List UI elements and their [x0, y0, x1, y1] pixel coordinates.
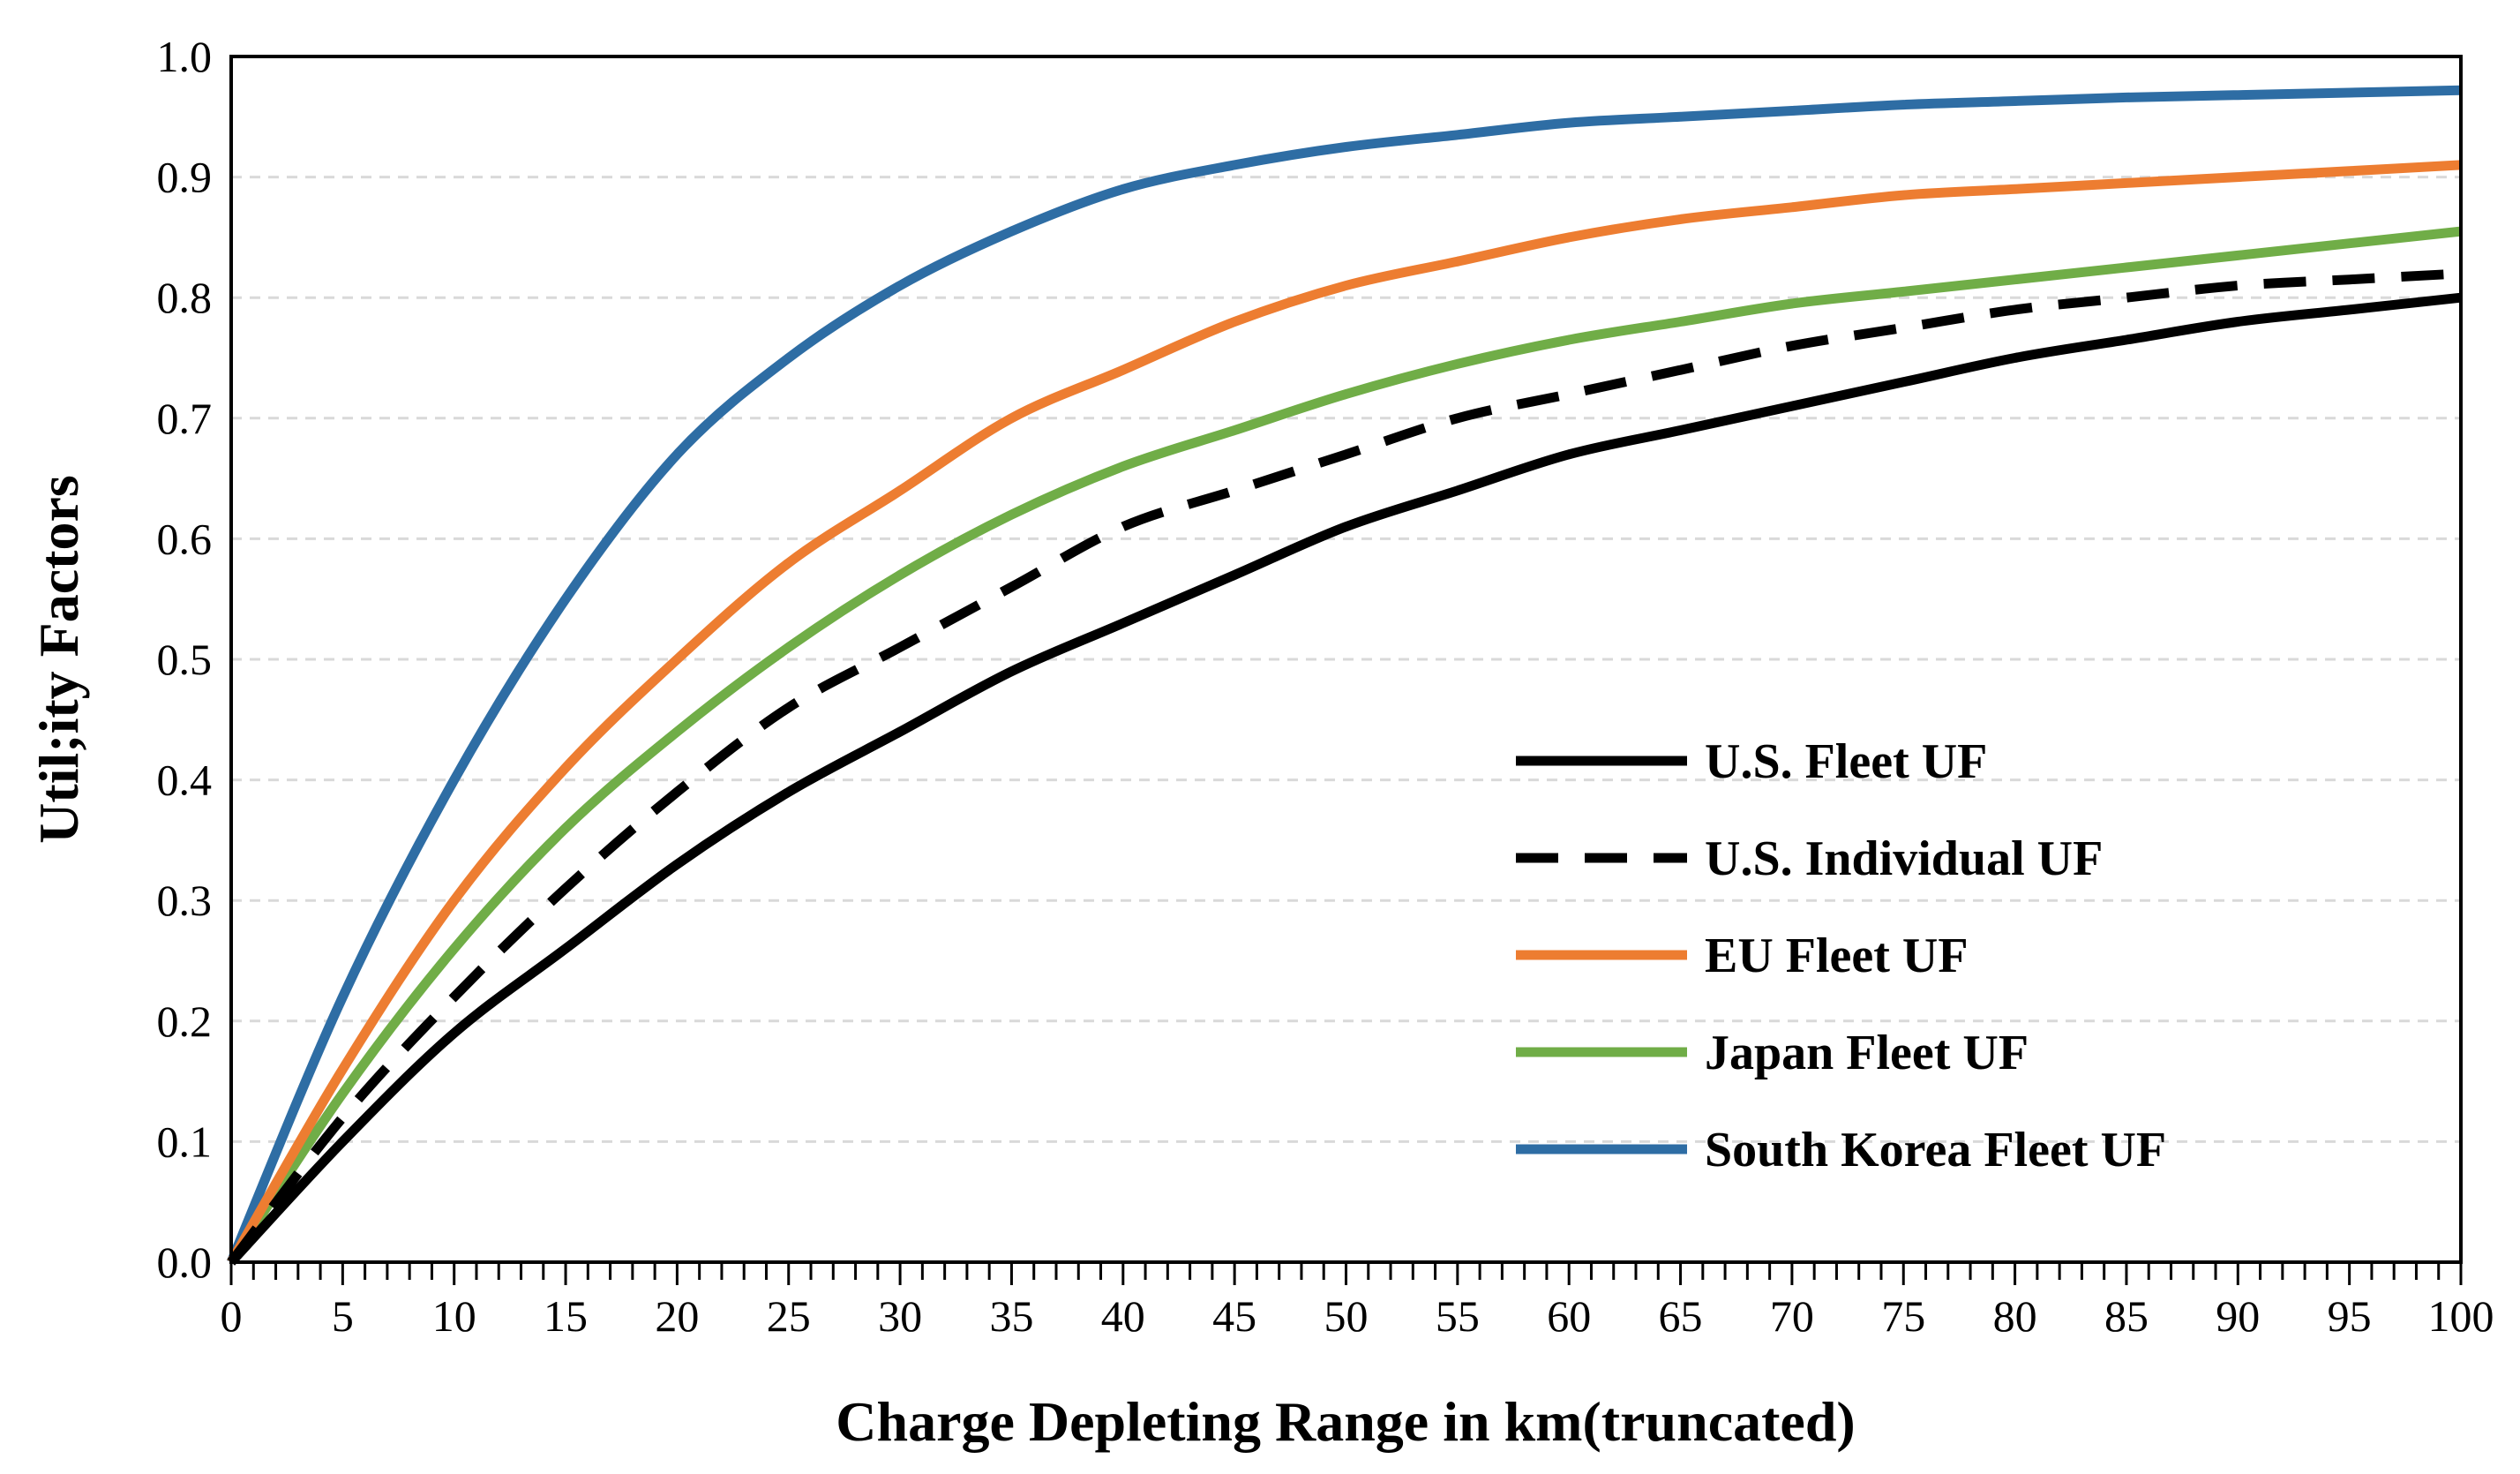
y-tick-label: 0.1 [157, 1117, 213, 1166]
legend: U.S. Fleet UF U.S. Individual UF EU Fleet … [1516, 734, 2166, 1177]
x-tick-label: 90 [2216, 1291, 2260, 1341]
x-axis-ticks [229, 1262, 2463, 1285]
legend-label-japan-fleet-uf: Japan Fleet UF [1705, 1026, 2029, 1080]
x-tick-label: 45 [1212, 1291, 1256, 1341]
x-tick-label: 80 [1993, 1291, 2037, 1341]
x-tick-label: 0 [221, 1291, 243, 1341]
x-tick-label: 70 [1770, 1291, 1814, 1341]
x-tick-label: 15 [544, 1291, 588, 1341]
x-tick-label: 10 [432, 1291, 476, 1341]
x-tick-label: 55 [1436, 1291, 1480, 1341]
y-tick-label: 0.7 [157, 394, 213, 443]
x-tick-label: 65 [1659, 1291, 1703, 1341]
series-line-u-s-individual-uf [227, 268, 2462, 1266]
y-tick-label: 0.9 [157, 153, 213, 202]
y-tick-label: 0.0 [157, 1237, 213, 1287]
x-tick-label: 5 [332, 1291, 354, 1341]
y-tick-label: 0.4 [157, 756, 213, 805]
x-tick-label: 25 [767, 1291, 811, 1341]
x-tick-label: 75 [1881, 1291, 1925, 1341]
series-lines [226, 85, 2462, 1266]
x-axis-title: Charge Depleting Range in km(truncated) [836, 1390, 1855, 1453]
y-axis-title: Util;ity Factors [27, 475, 90, 844]
series-line-japan-fleet-uf [227, 226, 2462, 1266]
x-tick-label: 20 [655, 1291, 699, 1341]
x-axis-tick-labels: 0 5 10 15 20 25 30 35 40 45 50 55 60 65 70 75 80 85 90 95 10… [221, 1291, 2494, 1341]
x-tick-label: 35 [989, 1291, 1033, 1341]
y-tick-label: 0.3 [157, 876, 213, 925]
legend-label-u-s-individual-uf: U.S. Individual UF [1705, 831, 2103, 886]
x-tick-label: 60 [1547, 1291, 1591, 1341]
x-tick-label: 85 [2104, 1291, 2149, 1341]
y-tick-label: 0.5 [157, 635, 213, 684]
gridlines [231, 176, 2461, 1143]
x-tick-label: 95 [2328, 1291, 2372, 1341]
y-axis-tick-labels: 0.0 0.1 0.2 0.3 0.4 0.5 0.6 0.7 0.8 0.9 1.0 [157, 32, 213, 1287]
y-tick-label: 1.0 [157, 32, 213, 81]
series-line-eu-fleet-uf [227, 160, 2462, 1265]
x-tick-label: 100 [2428, 1291, 2494, 1341]
legend-label-u-s-fleet-uf: U.S. Fleet UF [1705, 734, 1987, 789]
x-tick-label: 40 [1101, 1291, 1145, 1341]
y-tick-label: 0.2 [157, 996, 213, 1046]
legend-label-eu-fleet-uf: EU Fleet UF [1705, 929, 1969, 983]
series-line-south-korea-fleet-uf [226, 85, 2462, 1265]
y-tick-label: 0.8 [157, 273, 213, 322]
x-tick-label: 50 [1324, 1291, 1369, 1341]
y-tick-label: 0.6 [157, 514, 213, 563]
series-line-u-s-fleet-uf [227, 292, 2462, 1266]
legend-label-south-korea-fleet-uf: South Korea Fleet UF [1705, 1123, 2166, 1177]
x-tick-label: 30 [878, 1291, 922, 1341]
